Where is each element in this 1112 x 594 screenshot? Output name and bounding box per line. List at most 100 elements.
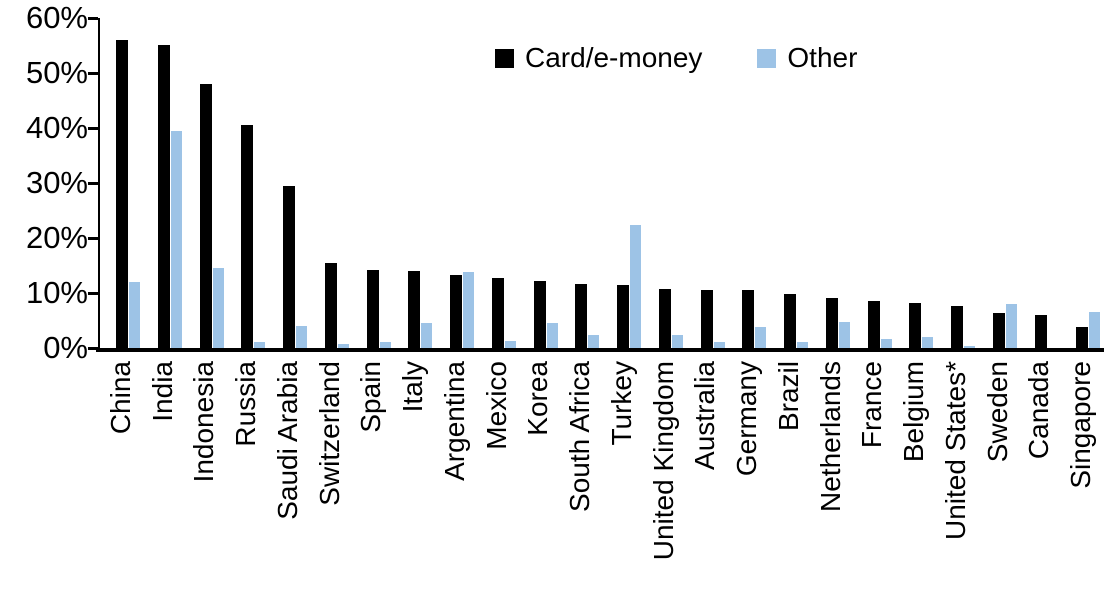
bar-other-sweden <box>1005 304 1017 348</box>
bar-other-saudi-arabia <box>296 326 307 348</box>
bar-card-e-money-spain <box>366 270 379 348</box>
bar-card-e-money-india <box>157 45 170 348</box>
bar-other-china <box>129 282 140 348</box>
bar-other-germany <box>755 327 767 348</box>
bar-card-e-money-korea <box>533 281 546 348</box>
x-label-cell-mexico: Mexico <box>476 361 518 591</box>
x-label-russia: Russia <box>230 361 262 447</box>
bar-card-e-money-argentina <box>450 275 462 348</box>
y-tick-label-30: 30% <box>25 165 88 200</box>
x-label-cell-france: France <box>852 361 894 591</box>
x-label-korea: Korea <box>522 361 554 436</box>
x-label-italy: Italy <box>397 361 429 413</box>
bar-card-e-money-indonesia <box>199 84 212 348</box>
x-label-australia: Australia <box>689 361 721 470</box>
x-label-cell-switzerland: Switzerland <box>309 361 351 591</box>
bar-other-netherlands <box>838 322 850 348</box>
bar-card-e-money-sweden <box>992 313 1005 348</box>
x-label-cell-united-kingdom: United Kingdom <box>643 361 685 591</box>
bar-other-united-states <box>964 346 975 348</box>
x-label-cell-brazil: Brazil <box>768 361 810 591</box>
bar-other-south-africa <box>588 335 600 348</box>
x-label-germany: Germany <box>731 361 763 477</box>
x-label-sweden: Sweden <box>981 361 1013 463</box>
x-label-cell-south-africa: South Africa <box>559 361 601 591</box>
x-label-indonesia: Indonesia <box>188 361 220 483</box>
bar-other-france <box>880 339 892 348</box>
legend-label-other: Other <box>787 42 858 73</box>
x-label-india: India <box>146 361 178 422</box>
y-tick-label-10: 10% <box>25 275 88 310</box>
bar-other-spain <box>379 342 391 348</box>
x-label-cell-united-states: United States* <box>935 361 977 591</box>
x-label-cell-italy: Italy <box>392 361 434 591</box>
x-label-cell-singapore: Singapore <box>1060 361 1102 591</box>
bar-card-e-money-russia <box>241 125 254 348</box>
bar-other-brazil <box>797 342 808 348</box>
bar-card-e-money-italy <box>408 271 421 348</box>
x-label-cell-germany: Germany <box>726 361 768 591</box>
bar-card-e-money-australia <box>700 290 713 348</box>
bar-card-e-money-singapore <box>1076 327 1089 348</box>
legend-swatch-other <box>757 48 777 68</box>
y-tick-mark-0 <box>88 347 98 350</box>
x-label-cell-russia: Russia <box>225 361 267 591</box>
x-label-brazil: Brazil <box>772 361 804 432</box>
bar-card-e-money-switzerland <box>324 263 337 348</box>
bar-card-e-money-saudi-arabia <box>283 186 295 348</box>
x-label-mexico: Mexico <box>480 361 512 450</box>
bar-other-singapore <box>1089 312 1101 348</box>
x-label-cell-spain: Spain <box>351 361 393 591</box>
x-label-cell-belgium: Belgium <box>893 361 935 591</box>
y-axis-line <box>98 18 100 348</box>
y-tick-mark-10 <box>88 292 98 295</box>
y-tick-label-20: 20% <box>25 220 88 255</box>
x-label-cell-saudi-arabia: Saudi Arabia <box>267 361 309 591</box>
x-label-belgium: Belgium <box>898 361 930 463</box>
bar-other-turkey <box>630 225 641 348</box>
legend-swatch-card-e-money <box>495 48 514 68</box>
y-tick-mark-40 <box>88 127 98 130</box>
bar-other-mexico <box>504 341 516 348</box>
y-tick-mark-30 <box>88 182 98 185</box>
plot-area <box>100 18 1102 348</box>
y-tick-mark-50 <box>88 72 98 75</box>
x-label-netherlands: Netherlands <box>814 361 846 512</box>
x-label-france: France <box>856 361 888 449</box>
bar-card-e-money-netherlands <box>825 298 838 348</box>
x-label-cell-argentina: Argentina <box>434 361 476 591</box>
y-tick-mark-60 <box>88 17 98 20</box>
x-axis-labels: China India Indonesia Russia Saudi Arabia Swi… <box>100 361 1102 593</box>
x-axis-line <box>96 348 1104 352</box>
bar-card-e-money-canada <box>1034 315 1047 348</box>
y-tick-label-60: 60% <box>25 0 88 35</box>
bar-other-india <box>170 131 182 348</box>
x-label-saudi-arabia: Saudi Arabia <box>271 361 303 520</box>
x-label-turkey: Turkey <box>605 361 637 446</box>
bar-card-e-money-france <box>867 301 880 348</box>
x-label-cell-canada: Canada <box>1019 361 1061 591</box>
bar-other-belgium <box>922 337 934 348</box>
bar-other-korea <box>546 323 558 348</box>
bar-other-argentina <box>463 272 474 348</box>
legend-item-other: Other <box>757 42 857 74</box>
y-tick-label-50: 50% <box>25 55 88 90</box>
x-label-canada: Canada <box>1023 361 1055 460</box>
x-label-spain: Spain <box>355 361 387 433</box>
chart-legend: Card/e-money Other <box>495 42 857 74</box>
y-tick-mark-20 <box>88 237 98 240</box>
bar-card-e-money-south-africa <box>575 284 588 348</box>
bar-card-e-money-germany <box>742 290 755 348</box>
x-label-united-kingdom: United Kingdom <box>647 361 679 561</box>
x-label-cell-indonesia: Indonesia <box>184 361 226 591</box>
x-label-south-africa: South Africa <box>564 361 596 512</box>
bar-other-australia <box>713 342 725 348</box>
bar-other-italy <box>421 323 433 348</box>
x-label-cell-turkey: Turkey <box>601 361 643 591</box>
x-label-singapore: Singapore <box>1065 361 1097 489</box>
bar-card-e-money-united-kingdom <box>658 289 671 348</box>
x-label-cell-india: India <box>142 361 184 591</box>
y-tick-label-0: 0% <box>43 330 88 365</box>
x-label-cell-sweden: Sweden <box>977 361 1019 591</box>
